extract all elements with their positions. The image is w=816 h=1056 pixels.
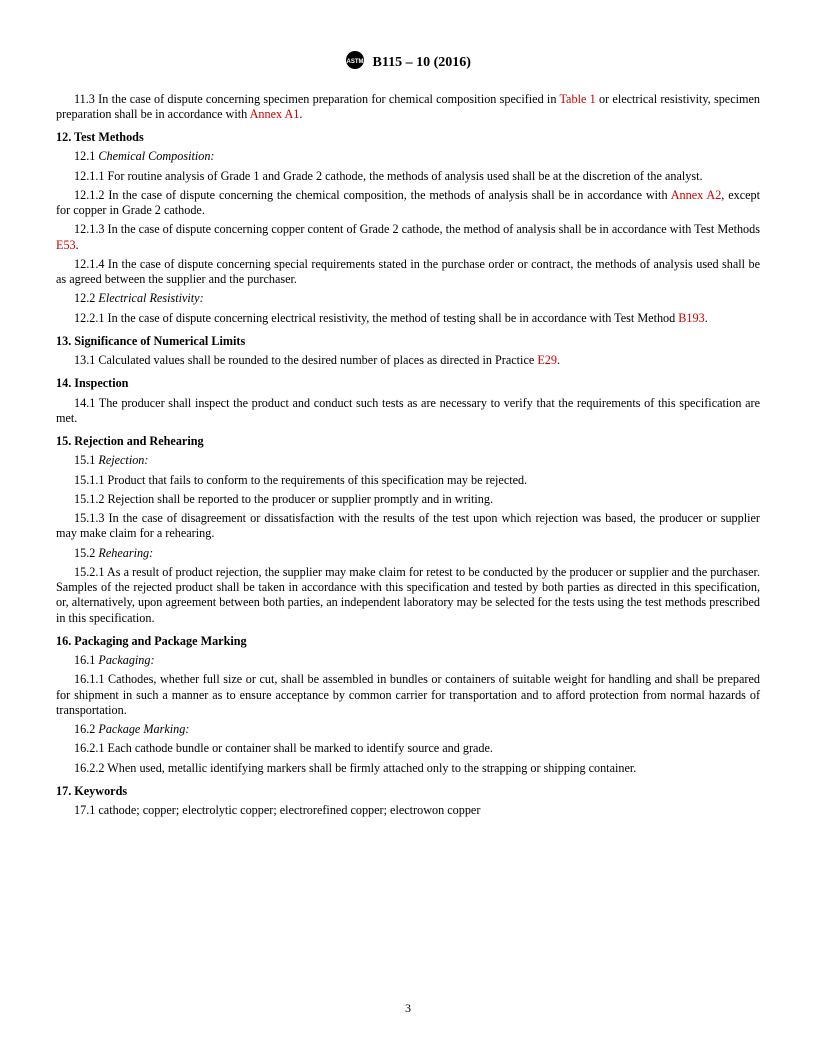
clause-15-1-1: 15.1.1 Product that fails to conform to … [56, 473, 760, 488]
clause-15-2: 15.2 Rehearing: [56, 546, 760, 561]
clause-16-2: 16.2 Package Marking: [56, 722, 760, 737]
clause-text: . [557, 353, 560, 367]
clause-12-1-1: 12.1.1 For routine analysis of Grade 1 a… [56, 169, 760, 184]
clause-12-1-2: 12.1.2 In the case of dispute concerning… [56, 188, 760, 219]
clause-12-2-1: 12.2.1 In the case of dispute concerning… [56, 311, 760, 326]
document-page: ASTM B115 – 10 (2016) 11.3 In the case o… [0, 0, 816, 818]
link-b193[interactable]: B193 [678, 311, 704, 325]
clause-11-3: 11.3 In the case of dispute concerning s… [56, 92, 760, 123]
page-number: 3 [0, 1001, 816, 1016]
clause-title: Rehearing: [98, 546, 153, 560]
clause-title: Chemical Composition: [98, 149, 214, 163]
clause-text: 13.1 Calculated values shall be rounded … [74, 353, 537, 367]
section-14-heading: 14. Inspection [56, 376, 760, 391]
clause-text: . [299, 107, 302, 121]
clause-number: 12.2 [74, 291, 95, 305]
clause-12-2: 12.2 Electrical Resistivity: [56, 291, 760, 306]
clause-title: Rejection: [98, 453, 148, 467]
clause-16-1-1: 16.1.1 Cathodes, whether full size or cu… [56, 672, 760, 718]
clause-title: Electrical Resistivity: [98, 291, 203, 305]
clause-15-1-3: 15.1.3 In the case of disagreement or di… [56, 511, 760, 542]
clause-title: Package Marking: [98, 722, 189, 736]
section-13-heading: 13. Significance of Numerical Limits [56, 334, 760, 349]
clause-text: 12.2.1 In the case of dispute concerning… [74, 311, 678, 325]
clause-13-1: 13.1 Calculated values shall be rounded … [56, 353, 760, 368]
svg-text:ASTM: ASTM [347, 59, 364, 65]
clause-12-1-4: 12.1.4 In the case of dispute concerning… [56, 257, 760, 288]
clause-15-2-1: 15.2.1 As a result of product rejection,… [56, 565, 760, 626]
clause-number: 15.2 [74, 546, 95, 560]
link-annex-a1[interactable]: Annex A1 [250, 107, 300, 121]
clause-text: 12.1.2 In the case of dispute concerning… [74, 188, 671, 202]
page-header: ASTM B115 – 10 (2016) [56, 50, 760, 76]
clause-number: 16.1 [74, 653, 95, 667]
section-17-heading: 17. Keywords [56, 784, 760, 799]
astm-logo: ASTM [345, 50, 365, 76]
clause-15-1: 15.1 Rejection: [56, 453, 760, 468]
clause-number: 16.2 [74, 722, 95, 736]
link-table-1[interactable]: Table 1 [559, 92, 595, 106]
link-e53[interactable]: E53 [56, 238, 76, 252]
section-16-heading: 16. Packaging and Package Marking [56, 634, 760, 649]
section-15-heading: 15. Rejection and Rehearing [56, 434, 760, 449]
clause-16-2-2: 16.2.2 When used, metallic identifying m… [56, 761, 760, 776]
clause-16-1: 16.1 Packaging: [56, 653, 760, 668]
link-e29[interactable]: E29 [537, 353, 557, 367]
clause-number: 15.1 [74, 453, 95, 467]
clause-15-1-2: 15.1.2 Rejection shall be reported to th… [56, 492, 760, 507]
link-annex-a2[interactable]: Annex A2 [671, 188, 722, 202]
doc-number: B115 – 10 (2016) [373, 55, 471, 70]
section-12-heading: 12. Test Methods [56, 130, 760, 145]
clause-12-1: 12.1 Chemical Composition: [56, 149, 760, 164]
clause-title: Packaging: [98, 653, 154, 667]
clause-12-1-3: 12.1.3 In the case of dispute concerning… [56, 222, 760, 253]
clause-number: 11.3 [74, 92, 95, 106]
clause-14-1: 14.1 The producer shall inspect the prod… [56, 396, 760, 427]
clause-16-2-1: 16.2.1 Each cathode bundle or container … [56, 741, 760, 756]
clause-text: . [705, 311, 708, 325]
clause-text: In the case of dispute concerning specim… [95, 92, 560, 106]
clause-text: . [76, 238, 79, 252]
clause-text: 12.1.3 In the case of dispute concerning… [74, 222, 760, 236]
clause-17-1: 17.1 cathode; copper; electrolytic coppe… [56, 803, 760, 818]
clause-number: 12.1 [74, 149, 95, 163]
